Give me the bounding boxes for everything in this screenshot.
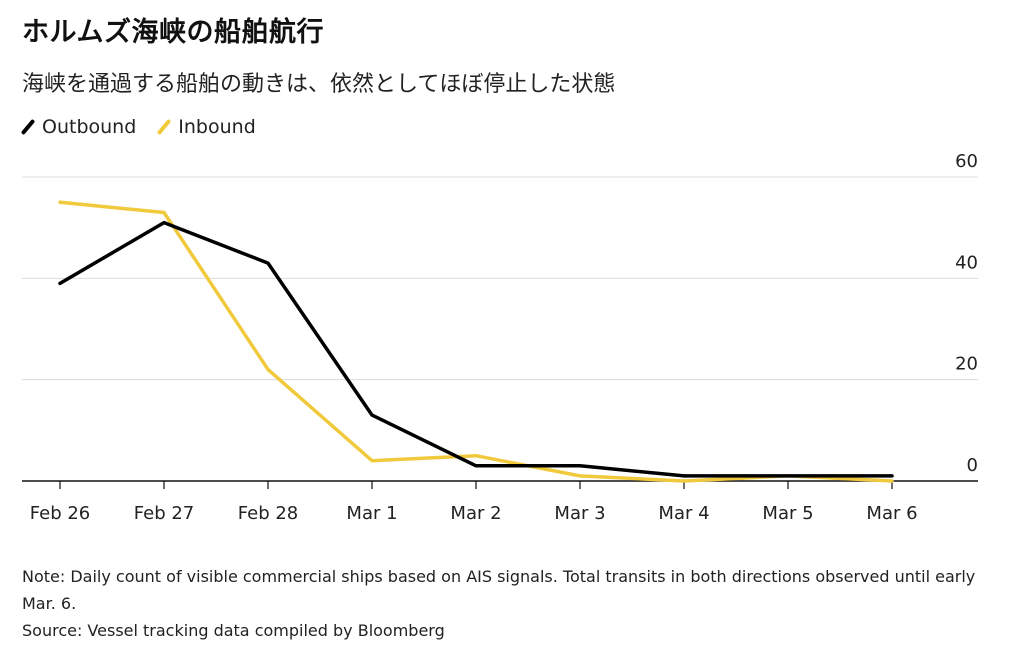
x-tick-label: Mar 1 xyxy=(346,503,397,524)
legend-swatch-outbound xyxy=(20,118,36,136)
x-tick-label: Feb 26 xyxy=(30,503,91,524)
x-tick-label: Feb 28 xyxy=(238,503,299,524)
y-tick-label: 0 xyxy=(967,455,978,476)
chart-title: ホルムズ海峡の船舶航行 xyxy=(22,17,324,48)
x-tick-label: Mar 4 xyxy=(658,503,709,524)
x-tick-label: Mar 2 xyxy=(450,503,501,524)
legend-label-inbound: Inbound xyxy=(178,116,256,138)
legend-item-outbound: Outbound xyxy=(20,116,137,138)
y-tick-label: 20 xyxy=(955,354,978,375)
x-tick-label: Mar 5 xyxy=(762,503,813,524)
legend-swatch-inbound xyxy=(156,118,172,136)
x-tick-label: Mar 3 xyxy=(554,503,605,524)
x-tick-label: Mar 6 xyxy=(866,503,917,524)
footer-source: Source: Vessel tracking data compiled by… xyxy=(22,621,445,640)
y-tick-label: 40 xyxy=(955,252,978,273)
legend-label-outbound: Outbound xyxy=(42,116,137,138)
footer-note: Note: Daily count of visible commercial … xyxy=(22,567,976,613)
chart-subtitle: 海峡を通過する船舶の動きは、依然としてほぼ停止した状態 xyxy=(22,72,616,97)
footer: Note: Daily count of visible commercial … xyxy=(22,563,1002,644)
line-chart: 0 20 40 60 Feb 26 Feb 27 Feb 28 Mar 1 Mar 2 Mar 3… xyxy=(22,151,978,524)
y-tick-label: 60 xyxy=(955,151,978,172)
legend: Outbound Inbound xyxy=(20,116,278,138)
x-tick-label: Feb 27 xyxy=(134,503,195,524)
series-line-outbound xyxy=(58,220,894,478)
legend-item-inbound: Inbound xyxy=(156,116,256,138)
series-line-inbound xyxy=(58,200,894,483)
